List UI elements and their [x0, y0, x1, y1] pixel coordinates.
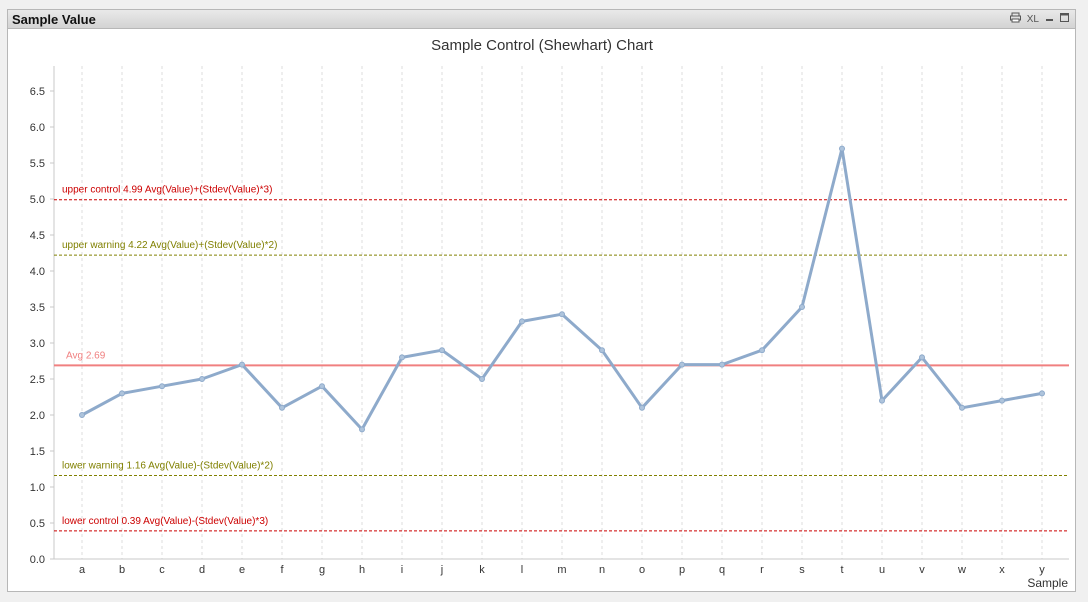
reference-line-label: upper warning 4.22 Avg(Value)+(Stdev(Val…	[62, 240, 277, 251]
data-point[interactable]	[559, 311, 565, 318]
x-tick-label: d	[199, 564, 205, 576]
x-tick-label: r	[760, 564, 764, 576]
y-tick-label: 5.0	[30, 194, 45, 206]
x-tick-label: f	[280, 564, 284, 576]
data-point[interactable]	[119, 390, 125, 397]
x-tick-label: m	[557, 564, 566, 576]
print-icon[interactable]	[1009, 12, 1021, 28]
x-tick-label: n	[599, 564, 605, 576]
y-tick-label: 1.5	[30, 446, 45, 458]
x-tick-label: e	[239, 564, 245, 576]
x-tick-label: q	[719, 564, 725, 576]
data-point[interactable]	[959, 404, 965, 411]
x-tick-label: v	[919, 564, 925, 576]
y-tick-label: 0.0	[30, 554, 45, 566]
series	[79, 145, 1045, 433]
y-tick-label: 4.0	[30, 266, 45, 278]
data-point[interactable]	[919, 354, 925, 361]
data-point[interactable]	[319, 383, 325, 390]
data-point[interactable]	[399, 354, 405, 361]
data-point[interactable]	[1039, 390, 1045, 397]
y-tick-label: 3.0	[30, 338, 45, 350]
x-tick-label: o	[639, 564, 645, 576]
chart-window: Sample Value XL	[7, 9, 1076, 592]
x-tick-label: c	[159, 564, 165, 576]
x-tick-label: x	[999, 564, 1005, 576]
data-point[interactable]	[79, 412, 85, 418]
data-point[interactable]	[159, 383, 165, 390]
y-tick-label: 0.5	[30, 518, 45, 530]
y-tick-label: 6.0	[30, 122, 45, 134]
window-caption-title: Sample Value	[12, 12, 96, 27]
data-point[interactable]	[719, 361, 725, 368]
reference-line-label: upper control 4.99 Avg(Value)+(Stdev(Val…	[62, 185, 272, 196]
y-tick-label: 6.5	[30, 86, 45, 98]
chart-title: Sample Control (Shewhart) Chart	[431, 37, 654, 54]
data-point[interactable]	[479, 376, 485, 382]
y-tick-label: 1.0	[30, 482, 45, 494]
y-tick-label: 2.5	[30, 374, 45, 386]
x-axis-title: Sample	[1027, 576, 1068, 590]
x-tick-label: y	[1039, 564, 1045, 576]
x-tick-label: t	[840, 564, 843, 576]
y-tick-label: 2.0	[30, 410, 45, 422]
x-tick-label: u	[879, 564, 885, 576]
x-tick-label: s	[799, 564, 805, 576]
x-tick-label: b	[119, 564, 125, 576]
x-tick-label: p	[679, 564, 685, 576]
x-tick-label: j	[440, 564, 443, 576]
y-tick-label: 4.5	[30, 230, 45, 242]
x-tick-label: k	[479, 564, 485, 576]
reference-line-label: lower control 0.39 Avg(Value)-(Stdev(Val…	[62, 516, 268, 527]
data-point[interactable]	[679, 361, 685, 368]
data-point[interactable]	[279, 404, 285, 411]
data-point[interactable]	[519, 318, 525, 325]
reference-lines: upper control 4.99 Avg(Value)+(Stdev(Val…	[54, 185, 1069, 532]
x-tick-label: h	[359, 564, 365, 576]
x-tick-label: a	[79, 564, 86, 576]
window-caption-bar[interactable]: Sample Value XL	[8, 10, 1075, 29]
data-point[interactable]	[199, 376, 205, 382]
y-tick-label: 5.5	[30, 158, 45, 170]
x-tick-label: w	[957, 564, 966, 576]
data-point[interactable]	[239, 361, 245, 368]
data-point[interactable]	[359, 426, 365, 433]
data-point[interactable]	[879, 397, 885, 404]
maximize-icon[interactable]	[1060, 13, 1069, 27]
minimize-icon[interactable]	[1045, 13, 1054, 27]
caption-icons: XL	[1009, 12, 1069, 28]
x-tick-label: i	[401, 564, 403, 576]
x-tick-label: l	[521, 564, 523, 576]
data-point[interactable]	[799, 304, 805, 310]
data-point[interactable]	[439, 347, 445, 354]
data-point[interactable]	[759, 347, 765, 354]
reference-line-label: lower warning 1.16 Avg(Value)-(Stdev(Val…	[62, 460, 273, 471]
xl-export-icon[interactable]: XL	[1026, 14, 1039, 25]
data-point[interactable]	[639, 404, 645, 411]
x-tick-label: g	[319, 564, 325, 576]
data-point[interactable]	[599, 347, 605, 354]
y-tick-label: 3.5	[30, 302, 45, 314]
reference-line-label: Avg 2.69	[66, 350, 106, 361]
axes: 0.0 0.5 1.0 1.5 2.0 2.5 3.0 3.5 4.0 4.5 5.0 5.5 6.0 6…	[30, 66, 1069, 576]
data-point[interactable]	[999, 397, 1005, 404]
data-point[interactable]	[839, 145, 845, 152]
